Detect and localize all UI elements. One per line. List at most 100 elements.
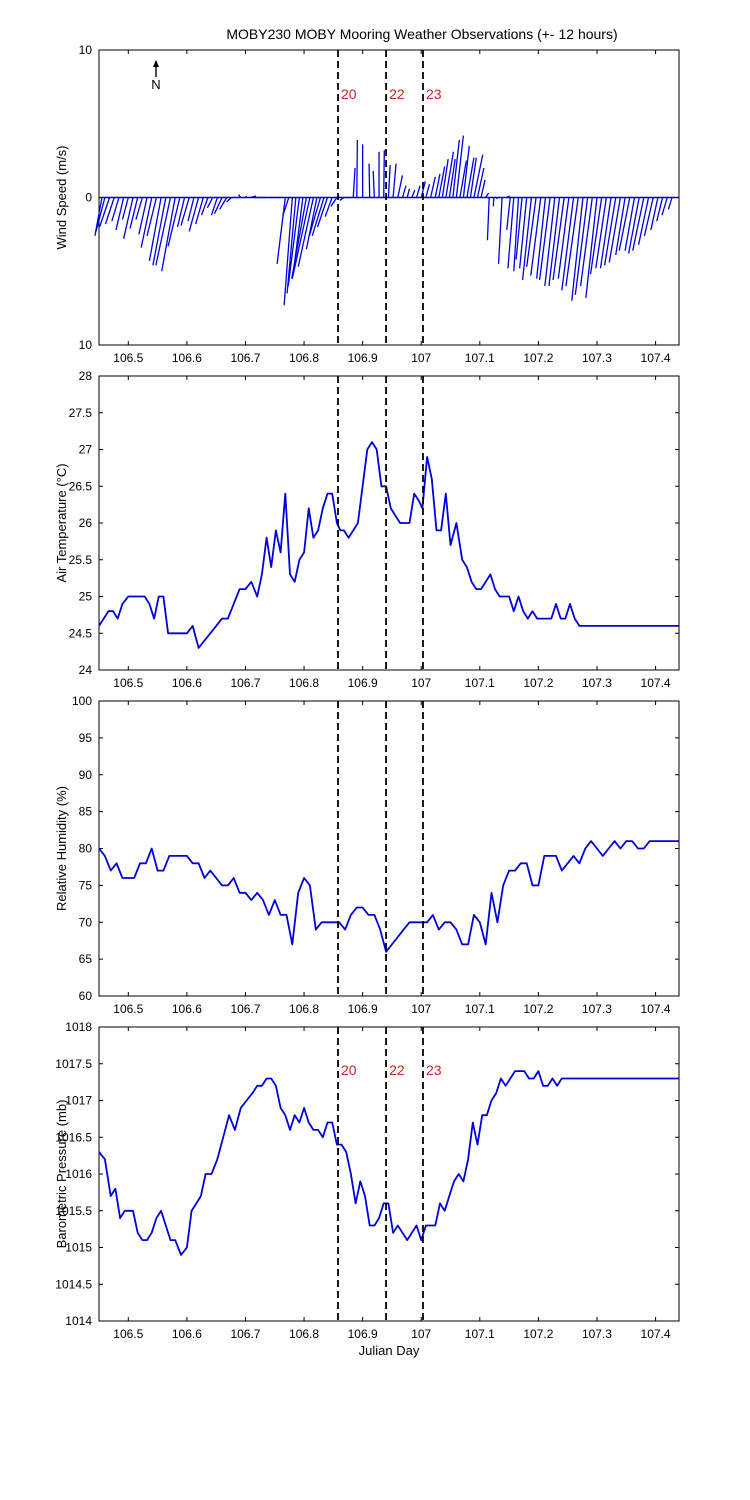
wind-stick: [305, 197, 318, 250]
wind-stick: [425, 184, 431, 198]
x-tick-label: 107.1: [465, 1327, 495, 1341]
wind-stick: [148, 197, 162, 262]
wind-stick: [466, 157, 475, 198]
wind-stick: [297, 197, 315, 267]
wind-stick: [121, 197, 129, 220]
wind-stick: [368, 163, 371, 198]
y-tick-label: 65: [79, 952, 93, 966]
wind-stick: [515, 197, 523, 260]
y-tick-label: 1014: [65, 1314, 92, 1328]
wind-stick: [311, 197, 325, 237]
x-tick-label: 107.1: [465, 1002, 495, 1016]
y-tick-label: 0: [85, 191, 92, 205]
wind-stick: [496, 197, 498, 200]
wind-stick: [95, 197, 106, 232]
x-tick-label: 107: [411, 1327, 431, 1341]
marker-label: 22: [389, 1062, 405, 1078]
x-tick-label: 107.1: [465, 676, 495, 690]
wind-stick: [392, 163, 397, 198]
figure-title: MOBY230 MOBY Mooring Weather Observation…: [226, 26, 617, 42]
wind-stick: [507, 197, 515, 269]
north-label: N: [151, 77, 160, 92]
wind-stick: [152, 197, 167, 266]
x-tick-label: 106.6: [172, 1002, 202, 1016]
wind-stick: [462, 145, 470, 198]
wind-stick: [548, 197, 561, 287]
x-tick-label: 106.6: [172, 1327, 202, 1341]
y-tick-label: 1017: [65, 1094, 92, 1108]
wind-stick: [237, 194, 242, 198]
wind-stick: [557, 197, 570, 279]
y-tick-label: 26.5: [69, 479, 93, 493]
wind-stick: [506, 195, 510, 199]
wind-stick: [448, 159, 456, 198]
x-tick-label: 107.2: [523, 676, 553, 690]
y-tick-label: 1015.5: [55, 1204, 92, 1218]
marker-label: 23: [426, 86, 442, 102]
wind-stick: [187, 197, 195, 222]
wind-stick: [129, 197, 139, 229]
y-tick-label: 80: [79, 842, 93, 856]
wind-stick: [161, 197, 176, 272]
wind-stick: [411, 189, 416, 198]
y-tick-label: 24.5: [69, 626, 93, 640]
wind-stick: [140, 197, 153, 248]
wind-stick: [445, 151, 455, 198]
wind-stick: [561, 197, 575, 291]
x-tick-label: 106.5: [113, 351, 143, 365]
wind-stick: [486, 197, 490, 241]
y-tick-label: 1014.5: [55, 1277, 92, 1291]
wind-stick: [387, 165, 391, 198]
wind-stick: [438, 166, 446, 198]
wind-stick: [324, 197, 333, 217]
wind-stick: [176, 197, 186, 228]
wind-stick: [146, 197, 158, 237]
wind-stick: [618, 197, 631, 251]
x-tick-label: 107.3: [582, 1327, 612, 1341]
x-tick-label: 107.4: [641, 1002, 671, 1016]
wind-stick: [513, 197, 520, 272]
wind-stick: [372, 170, 376, 198]
wind-stick: [401, 185, 407, 198]
y-tick-label: 95: [79, 731, 93, 745]
y-tick-label: 85: [79, 805, 93, 819]
wind-stick: [469, 157, 477, 198]
y-axis-label: Relative Humidity (%): [54, 786, 69, 911]
y-tick-label: 90: [79, 768, 93, 782]
wind-stick: [530, 197, 542, 276]
wind-stick: [661, 197, 668, 216]
wind-stick: [643, 197, 654, 236]
x-tick-label: 106.7: [230, 351, 260, 365]
y-tick-label: 27.5: [69, 406, 93, 420]
wind-stick: [287, 197, 301, 287]
y-tick-label: 1018: [65, 1020, 92, 1034]
y-tick-label: 26: [79, 516, 93, 530]
marker-label: 20: [341, 86, 357, 102]
x-tick-label: 106.8: [289, 1002, 319, 1016]
y-tick-label: 10: [79, 43, 93, 57]
wind-stick: [521, 197, 533, 281]
x-tick-label: 107.1: [465, 351, 495, 365]
wind-stick: [115, 197, 125, 231]
wind-stick: [406, 188, 411, 198]
wind-stick: [330, 197, 338, 207]
chart-wind: 10 0 10 106.5 106.6 106.7 106.8 106.9 107 107.1 10…: [54, 43, 680, 365]
wind-stick: [356, 139, 359, 198]
wind-stick: [111, 197, 120, 222]
x-tick-label: 107: [411, 1002, 431, 1016]
wind-stick: [249, 195, 257, 199]
wind-stick: [98, 197, 111, 228]
wind-stick: [383, 150, 385, 198]
wind-stick: [480, 179, 486, 198]
x-tick-label: 107: [411, 676, 431, 690]
wind-stick: [420, 181, 426, 198]
humidity-series-line: [98, 840, 679, 953]
pressure-series-line: [98, 1070, 679, 1256]
wind-stick: [473, 154, 484, 198]
wind-stick: [526, 197, 537, 267]
wind-stick: [538, 197, 551, 281]
wind-stick: [244, 195, 248, 198]
wind-stick: [632, 197, 645, 251]
wind-stick: [104, 197, 115, 225]
